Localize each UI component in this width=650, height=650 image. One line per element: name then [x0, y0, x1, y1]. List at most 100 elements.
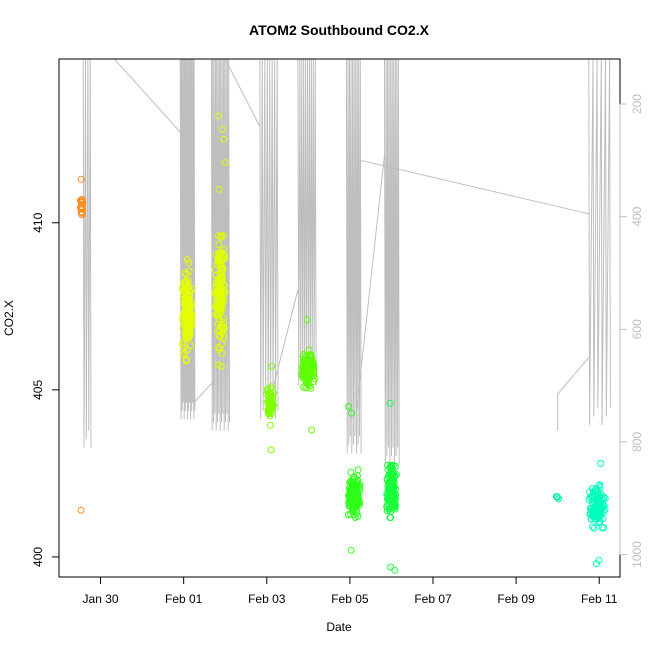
- data-point: [216, 273, 224, 281]
- plot-frame: [58, 58, 621, 578]
- data-point: [219, 255, 226, 263]
- data-point: [182, 357, 190, 365]
- x-tick-label: Feb 03: [248, 592, 286, 606]
- data-point: [270, 389, 277, 397]
- y-axis: 400 405 410: [31, 212, 60, 567]
- data-point: [303, 379, 311, 387]
- y2-tick-label: 400: [630, 206, 644, 226]
- data-point: [182, 277, 189, 285]
- data-point: [179, 290, 187, 298]
- y2-tick-label: 1000: [630, 541, 644, 568]
- data-point: [354, 466, 362, 474]
- y2-tick-label: 600: [630, 319, 644, 339]
- data-point: [387, 563, 395, 571]
- data-point: [308, 357, 316, 365]
- data-point: [215, 185, 223, 193]
- data-point: [220, 135, 228, 143]
- data-point: [216, 270, 224, 278]
- profile-line-9: [297, 58, 317, 386]
- data-point: [592, 507, 600, 515]
- x-axis-label: Date: [326, 620, 352, 634]
- data-point: [353, 501, 361, 509]
- data-point: [212, 251, 220, 259]
- data-point: [218, 340, 226, 348]
- data-point: [350, 511, 358, 519]
- data-point: [218, 263, 226, 271]
- data-point: [217, 266, 225, 274]
- data-point: [78, 200, 86, 208]
- data-point: [597, 459, 605, 467]
- data-point: [300, 383, 308, 391]
- data-point: [593, 560, 600, 568]
- data-point: [215, 257, 223, 265]
- data-point: [179, 351, 187, 359]
- data-point: [186, 325, 194, 333]
- data-point: [182, 307, 190, 315]
- profile-line-3: [179, 58, 196, 420]
- data-point: [308, 426, 316, 434]
- data-point: [587, 510, 594, 518]
- data-point: [187, 342, 195, 350]
- data-points: [77, 112, 609, 574]
- data-point: [180, 337, 188, 345]
- x-tick-label: Feb 05: [331, 592, 369, 606]
- x-axis: Jan 30 Feb 01 Feb 03 Feb 05 Feb 07 Feb 09 Feb …: [83, 576, 618, 606]
- data-point: [589, 523, 597, 531]
- data-point: [598, 524, 606, 532]
- data-point: [221, 159, 229, 167]
- data-point: [218, 349, 226, 357]
- data-point: [389, 474, 397, 482]
- x-tick-label: Feb 01: [165, 592, 203, 606]
- y-tick-label: 400: [31, 547, 45, 567]
- data-point: [215, 291, 223, 299]
- profile-lines: [82, 58, 611, 465]
- data-point: [590, 497, 598, 505]
- data-point: [299, 357, 307, 365]
- data-point: [600, 493, 608, 501]
- data-point: [266, 412, 274, 420]
- data-point: [183, 318, 191, 326]
- profile-line-15: [557, 357, 590, 431]
- data-point: [391, 566, 399, 574]
- data-point: [595, 519, 602, 526]
- data-point: [348, 480, 356, 488]
- profile-line-0: [82, 58, 92, 448]
- data-point: [386, 514, 394, 522]
- data-point: [214, 327, 221, 335]
- profile-line-8: [273, 289, 299, 386]
- data-point: [302, 368, 310, 375]
- data-point: [179, 340, 186, 348]
- data-point: [264, 387, 271, 395]
- data-point: [389, 472, 396, 480]
- data-point: [183, 256, 191, 263]
- profile-line-12: [356, 154, 385, 409]
- data-point: [183, 346, 191, 354]
- profile-line-14: [360, 159, 589, 215]
- data-point: [267, 401, 275, 409]
- data-point: [217, 320, 225, 328]
- y-axis-label: CO2.X: [2, 300, 16, 336]
- data-point: [354, 490, 362, 498]
- data-point: [384, 479, 392, 487]
- data-point: [266, 421, 274, 429]
- data-point: [215, 361, 222, 369]
- data-point: [349, 483, 357, 491]
- data-point: [220, 232, 228, 240]
- data-point: [77, 175, 85, 183]
- data-point: [214, 298, 222, 306]
- data-point: [587, 515, 595, 523]
- data-point: [217, 232, 225, 240]
- x-tick-label: Feb 07: [414, 592, 452, 606]
- data-point: [212, 287, 220, 295]
- y2-axis: 200 400 600 800 1000: [619, 94, 644, 568]
- data-point: [179, 287, 187, 295]
- data-point: [353, 484, 360, 492]
- data-point: [299, 362, 307, 370]
- data-point: [594, 515, 602, 522]
- data-point: [182, 310, 189, 318]
- data-point: [215, 112, 223, 120]
- data-point: [181, 294, 189, 302]
- data-point: [266, 389, 274, 397]
- data-point: [218, 125, 226, 133]
